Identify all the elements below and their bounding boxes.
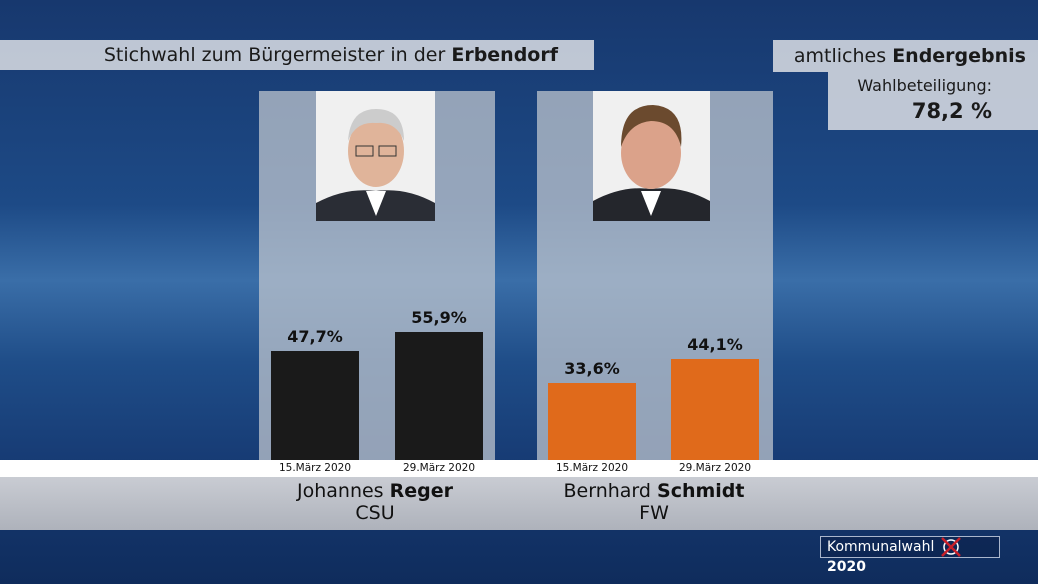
bar [548,383,636,460]
turnout-value: 78,2 % [911,99,992,123]
last-name: Reger [389,480,453,502]
title-prefix: Stichwahl zum Bürgermeister in der [103,44,446,66]
candidate-name-reger: Johannes Reger CSU [245,480,505,524]
turnout-box: Wahlbeteiligung: 78,2 % [828,72,1038,130]
party: FW [639,502,669,524]
candidate-name-schmidt: Bernhard Schmidt FW [524,480,784,524]
candidate-photo-reger [316,91,435,221]
first-name: Johannes [296,480,384,502]
data-label: 44,1% [687,335,743,354]
date-band [0,460,1038,477]
kommunalwahl-logo: Kommunalwahl 2020 [820,536,1000,575]
result-status: amtliches Endergebnis [773,40,1038,72]
date-label: 29.März 2020 [678,462,752,474]
data-label: 47,7% [287,326,343,346]
date-label: 15.März 2020 [555,462,629,474]
last-name: Schmidt [657,480,745,502]
result-prefix: amtliches [793,45,887,67]
first-name: Bernhard [563,480,651,502]
turnout-label: Wahlbeteiligung: [857,76,992,95]
candidate-photo-schmidt [593,91,710,221]
logo-text: Kommunalwahl [827,539,935,555]
date-label: 15.März 2020 [278,462,352,474]
title-bar: Stichwahl zum Bürgermeister in der Erben… [0,40,594,70]
bar [395,331,483,460]
logo-year: 2020 [827,559,866,575]
title-place: Erbendorf [451,44,558,66]
bar [271,350,359,460]
ballot-cross-icon [940,537,961,557]
data-label: 55,9% [411,307,467,327]
date-label: 29.März 2020 [402,462,476,474]
bar [671,359,759,460]
party: CSU [355,502,395,524]
result-bold: Endergebnis [892,45,1026,67]
name-band [0,477,1038,530]
data-label: 33,6% [564,359,620,379]
